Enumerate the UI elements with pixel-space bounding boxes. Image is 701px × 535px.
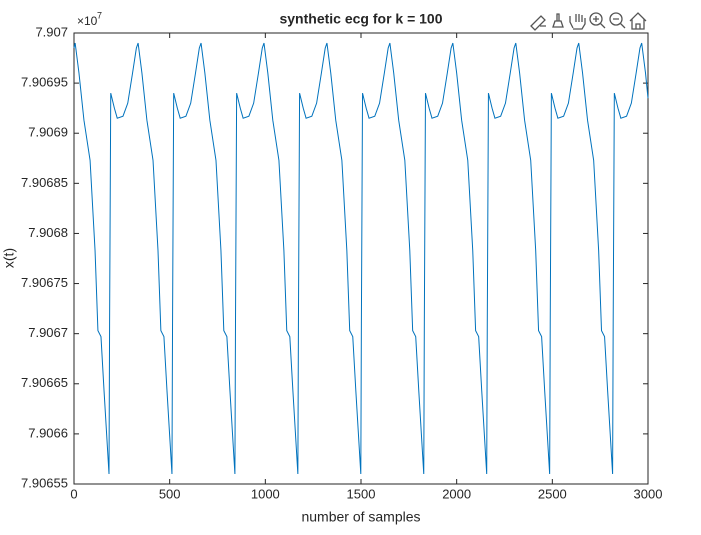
tool-zoom-in[interactable] <box>589 12 606 29</box>
tool-zoom-out[interactable] <box>609 12 626 29</box>
x-tick-label: 2000 <box>442 486 471 501</box>
y-tick-label: 7.907 <box>35 24 68 39</box>
x-tick-label: 3000 <box>634 486 663 501</box>
tool-pan-brush[interactable] <box>552 13 564 28</box>
x-tick-label: 1000 <box>251 486 280 501</box>
tool-rotate[interactable] <box>530 15 546 31</box>
x-tick-label: 2500 <box>538 486 567 501</box>
x-axis-label: number of samples <box>301 509 420 525</box>
series-line <box>73 42 649 475</box>
y-tick-label: 7.90665 <box>21 375 68 390</box>
y-tick-label: 7.9067 <box>28 325 68 340</box>
y-exponent-base: ×10 <box>77 14 98 28</box>
x-tick-label: 500 <box>159 486 181 501</box>
y-axis-label: x(t) <box>1 248 17 268</box>
chart-title: synthetic ecg for k = 100 <box>279 11 442 27</box>
y-tick-label: 7.90655 <box>21 475 68 490</box>
y-tick-label: 7.90695 <box>21 75 68 90</box>
y-tick-label: 7.9068 <box>28 225 68 240</box>
tool-pan[interactable] <box>569 14 586 30</box>
x-tick-label: 1500 <box>347 486 376 501</box>
y-exponent-power: 7 <box>97 10 102 20</box>
y-tick-label: 7.90675 <box>21 275 68 290</box>
x-tick-label: 0 <box>70 486 77 501</box>
toolbar <box>530 12 647 31</box>
y-tick-label: 7.9066 <box>28 425 68 440</box>
y-tick-label: 7.90685 <box>21 175 68 190</box>
y-tick-label: 7.9069 <box>28 125 68 140</box>
tool-home[interactable] <box>629 12 647 30</box>
